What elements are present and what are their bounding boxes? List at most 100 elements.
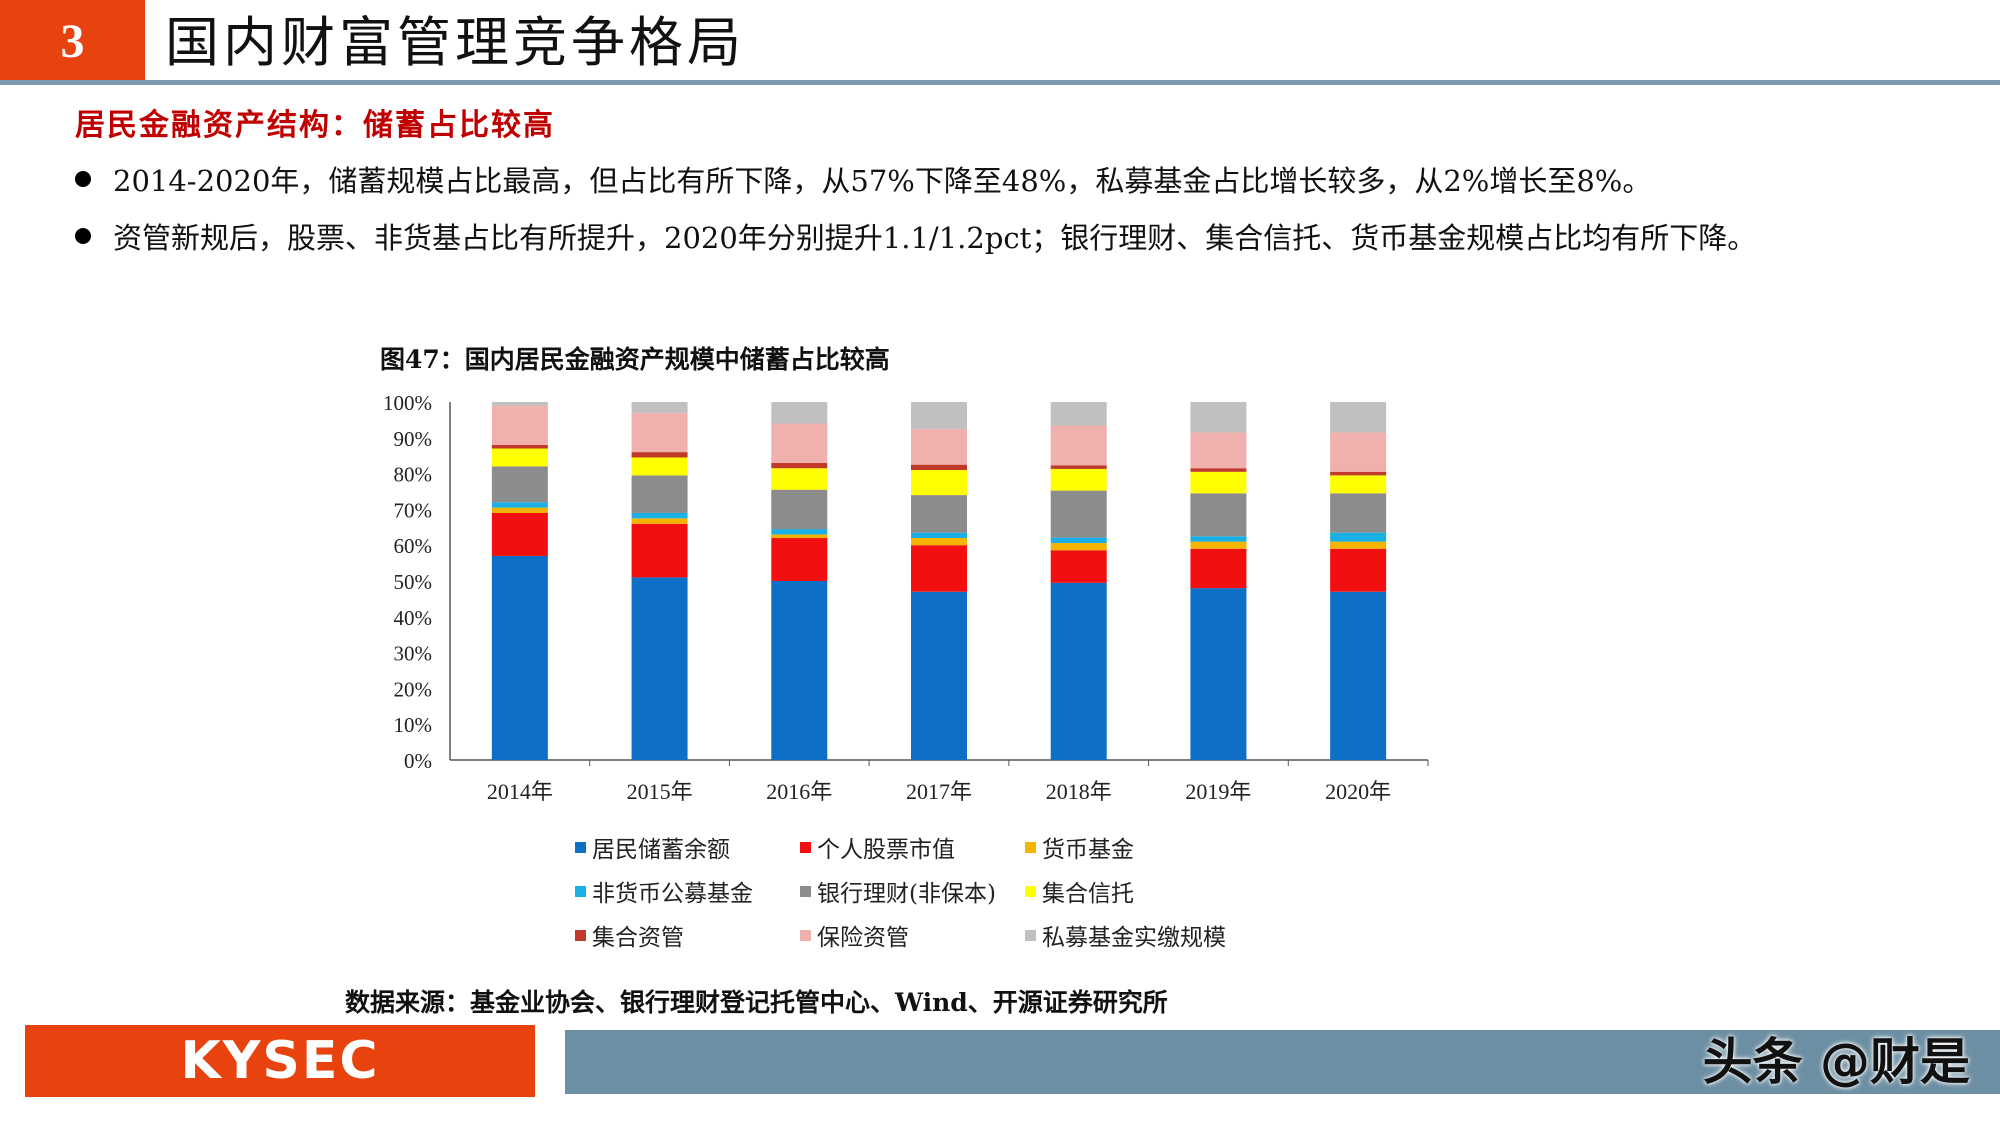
bar-segment [1050,582,1107,760]
bar-segment [771,534,828,539]
bullet-text: 资管新规后，股票、非货基占比有所提升，2020年分别提升1.1/1.2pct；银… [113,221,1757,255]
bar-segment [491,507,548,513]
bar-segment [491,405,548,445]
bar-segment [1050,425,1107,466]
bar-segment [631,457,688,476]
legend-swatch [575,885,586,897]
brand-logo-text: KYSEC [180,1031,380,1091]
bullet-point: 2014-2020年，储蓄规模占比最高，但占比有所下降，从57%下降至48%，私… [75,158,1651,200]
legend-label: 个人股票市值 [817,837,955,863]
legend-item: 银行理财(非保本) [800,874,996,908]
bar-segment [1330,591,1387,760]
legend-swatch [575,929,586,941]
bar-segment [1190,536,1247,542]
bar-segment [631,412,688,453]
bar-segment [1050,537,1107,544]
footer-bar [565,1030,2000,1094]
bar-segment [1050,490,1107,538]
y-tick-label: 40% [394,606,433,630]
y-tick-label: 80% [394,463,433,487]
y-tick-label: 10% [394,713,433,737]
bar-segment [1050,465,1107,469]
y-tick-label: 30% [394,642,433,666]
bar-segment [631,475,688,513]
bar-segment [1050,543,1107,551]
bar-segment [1190,493,1247,537]
legend-label: 银行理财(非保本) [817,881,996,907]
bullet-point: 资管新规后，股票、非货基占比有所提升，2020年分别提升1.1/1.2pct；银… [75,215,1756,257]
watermark: 头条 @财是 [1702,1033,1970,1091]
bullet-text: 2014-2020年，储蓄规模占比最高，但占比有所下降，从57%下降至48%，私… [113,164,1652,198]
bar-segment [491,402,548,406]
legend-swatch [1025,929,1036,941]
legend-label: 集合信托 [1042,881,1134,907]
x-tick-label: 2018年 [1046,779,1112,804]
bar-segment [1190,471,1247,494]
source-note: 数据来源：基金业协会、银行理财登记托管中心、Wind、开源证券研究所 [345,988,1168,1017]
bar-segment [1190,548,1247,589]
legend-swatch [575,841,586,853]
bar-segment [491,502,548,508]
y-tick-label: 50% [394,570,433,594]
legend-swatch [800,929,811,941]
bar-segment [1190,402,1247,433]
page-title: 国内财富管理竞争格局 [165,11,745,74]
bar-segment [1330,541,1387,549]
legend-swatch [1025,841,1036,853]
bar-segment [911,470,967,496]
y-tick-label: 0% [404,749,432,773]
legend-item: 保险资管 [800,918,909,952]
bar-segment [771,538,828,581]
y-tick-label: 100% [383,391,432,415]
legend-swatch [800,841,811,853]
bar-segment [771,462,828,469]
legend-item: 私募基金实缴规模 [1025,918,1226,952]
title-divider [0,80,2000,85]
bar-segment [491,466,548,503]
legend-item: 集合资管 [575,918,684,952]
bar-segment [911,591,967,760]
bar-segment [1050,468,1107,491]
bar-segment [911,428,967,465]
bar-segment [1330,493,1387,533]
bar-segment [491,444,548,449]
bar-segment [771,529,828,535]
bar-segment [491,448,548,467]
x-tick-label: 2015年 [627,779,693,804]
bar-segment [1190,468,1247,472]
bar-segment [1330,532,1387,542]
bar-segment [1330,475,1387,494]
legend-swatch [1025,885,1036,897]
x-tick-label: 2014年 [487,779,553,804]
legend-swatch [800,885,811,897]
legend-label: 非货币公募基金 [592,881,753,907]
legend-label: 集合资管 [592,925,684,951]
legend-item: 居民储蓄余额 [575,830,730,864]
bar-segment [1050,550,1107,583]
bar-segment [771,402,828,424]
chart-caption: 图47：国内居民金融资产规模中储蓄占比较高 [380,345,890,374]
bar-segment [491,555,548,760]
bullet-dot-icon [75,171,91,187]
bar-segment [631,452,688,458]
legend-item: 集合信托 [1025,874,1134,908]
bullet-dot-icon [75,228,91,244]
bar-segment [1330,432,1387,472]
bar-segment [911,495,967,533]
bar-segment [1330,471,1387,476]
y-tick-label: 70% [394,498,433,522]
bar-segment [771,581,828,760]
bar-segment [631,402,688,413]
bar-segment [631,577,688,760]
legend-label: 私募基金实缴规模 [1042,925,1226,951]
bar-segment [1330,548,1387,592]
x-tick-label: 2019年 [1185,779,1251,804]
bar-segment [911,532,967,539]
x-tick-label: 2020年 [1325,779,1391,804]
bar-segment [1190,432,1247,469]
bar-segment [911,402,967,429]
legend-label: 保险资管 [817,925,909,951]
bar-segment [771,423,828,463]
section-number: 3 [0,0,145,82]
